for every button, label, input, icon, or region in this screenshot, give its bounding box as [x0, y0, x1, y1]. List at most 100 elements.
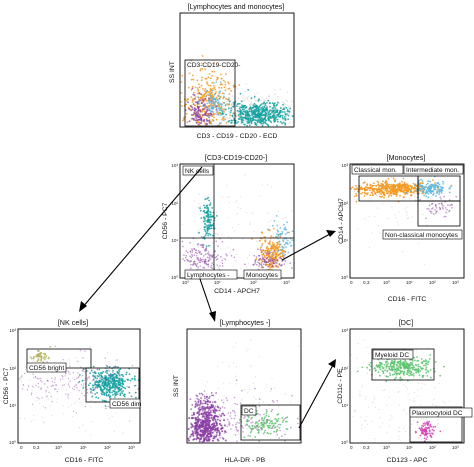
event-dot — [254, 113, 257, 116]
event-dot — [207, 381, 209, 383]
event-dot — [85, 430, 87, 432]
event-dot — [286, 91, 288, 93]
event-dot — [203, 206, 206, 209]
event-dot — [192, 93, 195, 96]
event-dot — [414, 199, 417, 201]
event-dot — [259, 104, 262, 107]
event-dot — [88, 384, 90, 387]
y-tick-label: 10³ — [341, 328, 348, 333]
event-dot — [206, 110, 209, 112]
event-dot — [281, 435, 283, 438]
event-dot — [237, 117, 240, 120]
event-dot — [422, 360, 425, 362]
event-dot — [119, 394, 122, 397]
event-dot — [249, 117, 252, 120]
event-dot — [406, 362, 409, 365]
event-dot — [285, 420, 287, 423]
event-dot — [197, 232, 199, 234]
event-dot — [200, 392, 203, 395]
y-tick-label: 10³ — [9, 328, 16, 333]
event-dot — [389, 374, 392, 377]
event-dot — [88, 376, 91, 378]
event-dot — [238, 107, 241, 110]
event-dot — [109, 390, 111, 392]
event-dot — [438, 206, 441, 209]
event-dot — [450, 203, 453, 206]
event-dot — [379, 364, 382, 367]
event-dot — [276, 109, 279, 112]
x-tick-label: 10³ — [283, 280, 290, 285]
event-dot — [216, 409, 219, 412]
event-dot — [89, 372, 92, 375]
event-dot — [76, 378, 78, 380]
event-dot — [223, 382, 225, 384]
event-dot — [220, 87, 223, 89]
event-dot — [35, 384, 37, 387]
event-dot — [22, 384, 24, 386]
event-dot — [218, 416, 221, 418]
event-dot — [275, 247, 277, 250]
event-dot — [275, 106, 277, 108]
event-dot — [434, 386, 436, 389]
event-dot — [210, 392, 213, 394]
x-tick-label: 10⁰ — [383, 280, 390, 285]
event-dot — [394, 187, 396, 190]
event-dot — [218, 111, 221, 114]
event-dot — [225, 86, 227, 88]
event-dot — [204, 260, 207, 262]
event-dot — [192, 113, 195, 116]
event-dot — [208, 116, 210, 119]
event-dot — [126, 386, 128, 388]
event-dot — [235, 122, 238, 124]
event-dot — [387, 192, 390, 195]
event-dot — [278, 263, 281, 266]
event-dot — [377, 225, 379, 227]
event-dot — [249, 427, 252, 430]
event-dot — [109, 391, 111, 394]
event-dot — [259, 248, 262, 251]
event-dot — [392, 365, 395, 368]
event-dot — [360, 192, 362, 195]
event-dot — [129, 420, 131, 422]
event-dot — [68, 358, 70, 360]
event-dot — [271, 246, 274, 249]
event-dot — [195, 423, 198, 426]
event-dot — [380, 187, 383, 189]
event-dot — [191, 253, 193, 256]
event-dot — [412, 400, 414, 402]
event-dot — [207, 214, 210, 217]
event-dot — [82, 370, 84, 372]
event-dot — [444, 207, 447, 209]
event-dot — [228, 113, 231, 115]
event-dot — [275, 253, 278, 256]
event-dot — [382, 372, 385, 375]
event-dot — [262, 433, 265, 435]
event-dot — [399, 183, 401, 186]
event-dot — [44, 357, 47, 359]
event-dot — [368, 363, 371, 366]
event-dot — [81, 370, 83, 372]
event-dot — [101, 382, 104, 385]
event-dot — [237, 88, 239, 90]
event-dot — [251, 113, 253, 115]
event-dot — [226, 117, 228, 119]
event-dot — [195, 255, 198, 257]
event-dot — [235, 383, 237, 385]
event-dot — [250, 97, 253, 100]
event-dot — [102, 389, 105, 391]
event-dot — [377, 191, 380, 194]
event-dot — [383, 363, 386, 366]
event-dot — [208, 244, 210, 247]
event-dot — [413, 377, 415, 379]
event-dot — [234, 414, 237, 417]
event-dot — [198, 425, 201, 428]
event-dot — [267, 99, 270, 102]
event-dot — [218, 109, 221, 111]
event-dot — [211, 102, 214, 105]
event-dot — [190, 408, 193, 410]
event-dot — [96, 386, 99, 389]
event-dot — [280, 114, 282, 117]
event-dot — [240, 207, 242, 210]
event-dot — [438, 191, 441, 194]
event-dot — [224, 117, 226, 119]
